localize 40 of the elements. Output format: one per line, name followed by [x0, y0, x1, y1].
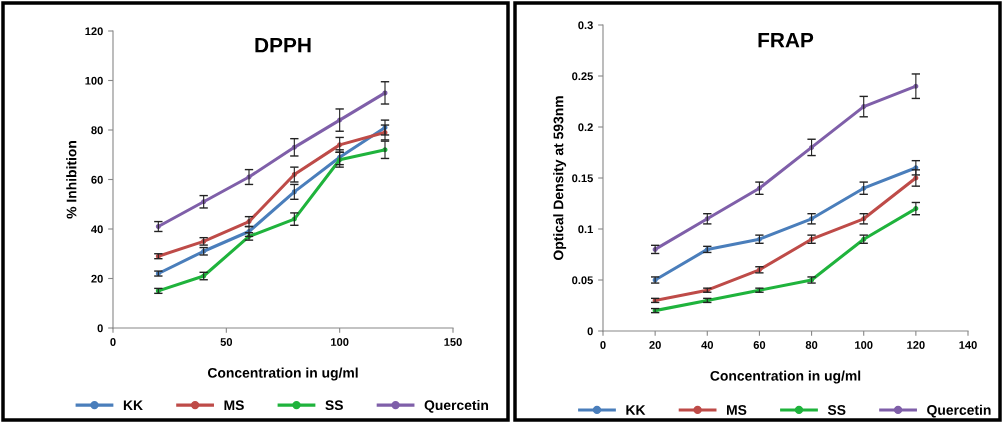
- legend-label: KK: [626, 405, 646, 415]
- y-tick-label: 0.2: [578, 123, 593, 132]
- x-tick-label: 80: [805, 341, 818, 349]
- y-tick-label: 0.15: [572, 174, 593, 183]
- y-tick-label: 0: [587, 327, 593, 336]
- legend-label: MS: [727, 405, 747, 415]
- legend-label: SS: [325, 400, 343, 411]
- legend-label: SS: [827, 405, 846, 415]
- y-tick-label: 100: [85, 76, 103, 85]
- y-tick-label: 0.05: [572, 276, 593, 285]
- x-tick-label: 0: [110, 338, 116, 346]
- y-axis-title: Optical Density at 593nm: [553, 96, 567, 261]
- x-tick-label: 50: [220, 338, 233, 346]
- y-tick-label: 0.1: [578, 225, 593, 234]
- x-tick-label: 100: [855, 341, 873, 349]
- x-tick-label: 140: [959, 341, 977, 349]
- y-tick-label: 80: [91, 126, 103, 135]
- y-tick-label: 0.25: [572, 72, 593, 81]
- y-tick-label: 40: [91, 225, 103, 234]
- chart-title: FRAP: [758, 32, 814, 48]
- legend-label: Quercetin: [927, 404, 991, 418]
- y-axis-title: % Inhibition: [66, 141, 77, 219]
- x-tick-label: 0: [600, 341, 606, 349]
- x-tick-label: 40: [701, 341, 714, 349]
- x-tick-label: 60: [753, 341, 766, 349]
- legend-label: KK: [123, 400, 143, 410]
- y-tick-label: 20: [91, 274, 103, 283]
- y-tick-label: 60: [91, 175, 103, 184]
- legend-label: MS: [224, 400, 244, 411]
- legend-label: Quercetin: [424, 399, 489, 413]
- chart-title: DPPH: [255, 38, 311, 53]
- y-tick-label: 120: [85, 27, 103, 36]
- x-tick-label: 120: [907, 341, 925, 349]
- x-axis-title: Concentration in ug/ml: [207, 367, 358, 381]
- y-tick-label: 0: [97, 324, 103, 333]
- x-tick-label: 100: [331, 338, 349, 346]
- y-tick-label: 0.3: [578, 21, 593, 30]
- x-axis-title: Concentration in ug/ml: [710, 370, 861, 384]
- x-tick-label: 150: [444, 338, 462, 346]
- x-tick-label: 20: [649, 341, 661, 349]
